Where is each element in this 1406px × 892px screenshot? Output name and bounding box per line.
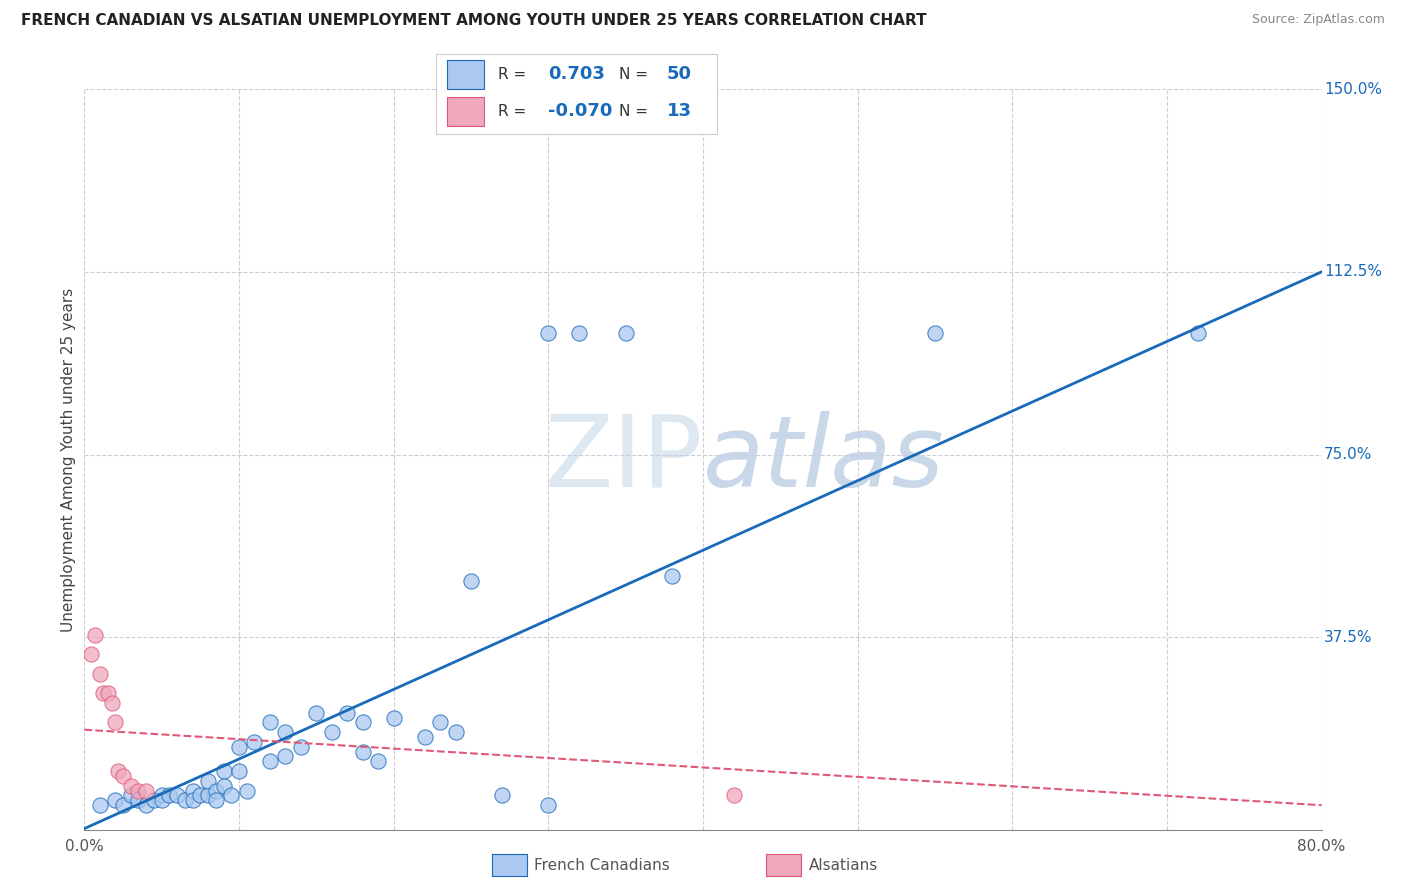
Point (166, 789, 188, 803)
Point (96, 686, 118, 700)
Text: 13: 13 (666, 103, 692, 120)
FancyBboxPatch shape (447, 97, 484, 126)
Text: Alsatians: Alsatians (808, 858, 877, 872)
Point (336, 706, 359, 720)
Text: 0.703: 0.703 (548, 65, 605, 83)
Point (274, 725, 297, 739)
Point (274, 749, 297, 764)
Point (537, 326, 560, 340)
Point (228, 764, 250, 778)
Point (89, 798, 111, 813)
Point (243, 735, 266, 749)
Point (367, 755, 389, 769)
Point (101, 696, 124, 710)
Y-axis label: Unemployment Among Youth under 25 years: Unemployment Among Youth under 25 years (60, 287, 76, 632)
Point (181, 793, 204, 807)
Text: 150.0%: 150.0% (1324, 82, 1382, 96)
Point (120, 789, 142, 803)
Point (120, 779, 142, 793)
Point (104, 715, 127, 730)
Point (924, 326, 946, 340)
FancyBboxPatch shape (447, 60, 484, 89)
Point (259, 755, 281, 769)
Text: R =: R = (498, 67, 526, 82)
Point (444, 725, 467, 739)
Point (259, 715, 281, 730)
Point (568, 326, 591, 340)
Point (661, 569, 683, 583)
Point (112, 769, 135, 783)
Point (429, 715, 451, 730)
Point (352, 745, 374, 759)
Point (305, 706, 328, 720)
Text: R =: R = (498, 103, 526, 119)
Point (321, 725, 343, 739)
Point (235, 783, 259, 797)
Text: atlas: atlas (703, 411, 945, 508)
Point (413, 730, 436, 744)
Text: 75.0%: 75.0% (1324, 447, 1372, 462)
Text: N =: N = (619, 67, 648, 82)
Point (382, 710, 405, 724)
Point (104, 793, 127, 807)
Point (91, 686, 114, 700)
Text: ZIP: ZIP (544, 411, 703, 508)
Point (135, 798, 157, 813)
Text: N =: N = (619, 103, 648, 119)
Point (174, 793, 197, 807)
Text: FRENCH CANADIAN VS ALSATIAN UNEMPLOYMENT AMONG YOUTH UNDER 25 YEARS CORRELATION : FRENCH CANADIAN VS ALSATIAN UNEMPLOYMENT… (21, 13, 927, 29)
Text: 50: 50 (666, 65, 692, 83)
Point (197, 789, 219, 803)
Text: 112.5%: 112.5% (1324, 264, 1382, 279)
Text: 37.5%: 37.5% (1324, 630, 1372, 645)
Point (537, 798, 560, 813)
Point (127, 793, 149, 807)
Point (181, 783, 204, 797)
Point (205, 783, 228, 797)
Point (228, 739, 250, 754)
Point (143, 793, 166, 807)
Text: Source: ZipAtlas.com: Source: ZipAtlas.com (1251, 13, 1385, 27)
Text: French Canadians: French Canadians (534, 858, 671, 872)
Point (127, 783, 149, 797)
Point (84, 628, 107, 642)
Point (352, 715, 374, 730)
Point (723, 789, 745, 803)
Point (112, 798, 135, 813)
Point (150, 789, 173, 803)
Point (89, 666, 111, 681)
Point (197, 773, 219, 788)
Point (79, 647, 101, 661)
Point (107, 764, 129, 778)
Text: -0.070: -0.070 (548, 103, 613, 120)
Point (205, 793, 228, 807)
Point (219, 789, 242, 803)
Point (188, 789, 211, 803)
Point (1187, 326, 1209, 340)
Point (212, 764, 235, 778)
Point (212, 779, 235, 793)
Point (491, 789, 513, 803)
Point (460, 574, 482, 589)
Point (150, 793, 173, 807)
Point (159, 789, 180, 803)
Point (614, 326, 637, 340)
Point (135, 783, 157, 797)
Point (290, 739, 312, 754)
